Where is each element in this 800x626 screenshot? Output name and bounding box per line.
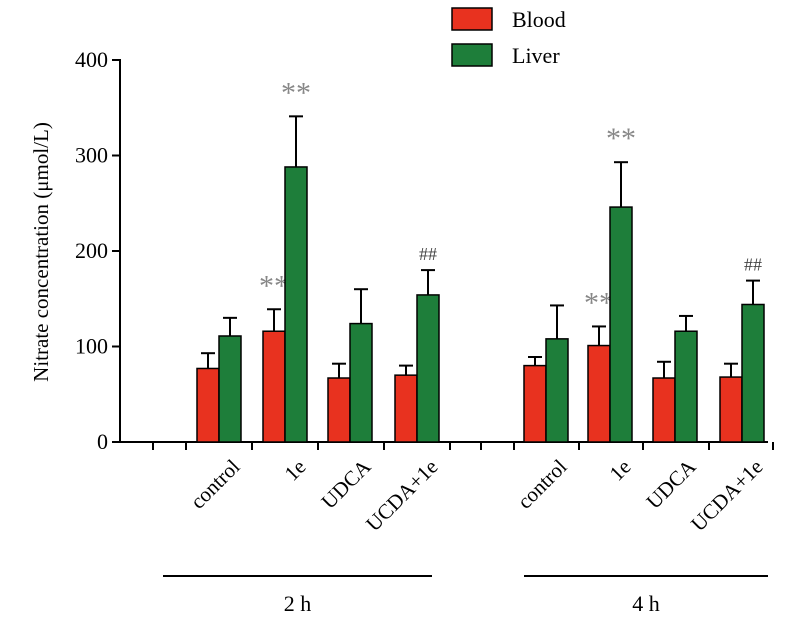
bar-blood <box>652 377 676 443</box>
bar-liver <box>545 338 569 443</box>
bar-blood <box>394 374 418 443</box>
legend-label-liver: Liver <box>512 43 560 68</box>
category-label: UDCA <box>316 454 376 514</box>
category-label: 1e <box>280 455 311 486</box>
group-label: 4 h <box>632 591 660 616</box>
axes: 0 100 200 300 400 <box>75 47 774 454</box>
legend: Blood Liver <box>451 7 566 68</box>
group-label: 2 h <box>284 591 312 616</box>
bar-blood <box>523 364 547 443</box>
y-tick-label: 0 <box>97 429 108 454</box>
bar-liver <box>741 303 765 443</box>
bar-blood <box>196 367 220 443</box>
legend-label-blood: Blood <box>512 7 566 32</box>
bar-liver <box>349 322 373 443</box>
category-label: 1e <box>605 455 636 486</box>
bar-liver <box>416 294 440 443</box>
y-tick-label: 300 <box>75 143 108 168</box>
significance-label: ** <box>259 269 289 302</box>
y-tick-label: 400 <box>75 47 108 72</box>
bar-blood <box>262 330 286 443</box>
bar-blood <box>327 377 351 443</box>
y-tick-label: 100 <box>75 334 108 359</box>
bar-liver <box>284 166 308 443</box>
category-label: control <box>513 454 572 513</box>
bar-blood <box>587 344 611 443</box>
bar-blood <box>719 376 743 443</box>
y-axis-label: Nitrate concentration (μmol/L) <box>29 122 53 382</box>
significance-label: ** <box>606 122 636 155</box>
category-label: UCDA+1e <box>686 455 767 536</box>
bar-liver <box>609 206 633 443</box>
category-label: control <box>186 454 245 513</box>
bars: ** ** ## ** ** ## <box>196 76 765 443</box>
significance-label: ## <box>419 244 437 264</box>
legend-swatch-liver <box>451 43 493 67</box>
significance-label: ** <box>281 76 311 109</box>
bar-liver <box>218 335 242 443</box>
category-label: UDCA <box>641 454 701 514</box>
y-tick-label: 200 <box>75 238 108 263</box>
legend-swatch-blood <box>451 7 493 31</box>
significance-label: ## <box>744 255 762 275</box>
category-label: UCDA+1e <box>361 455 442 536</box>
significance-label: ** <box>584 286 614 319</box>
bar-liver <box>674 330 698 443</box>
